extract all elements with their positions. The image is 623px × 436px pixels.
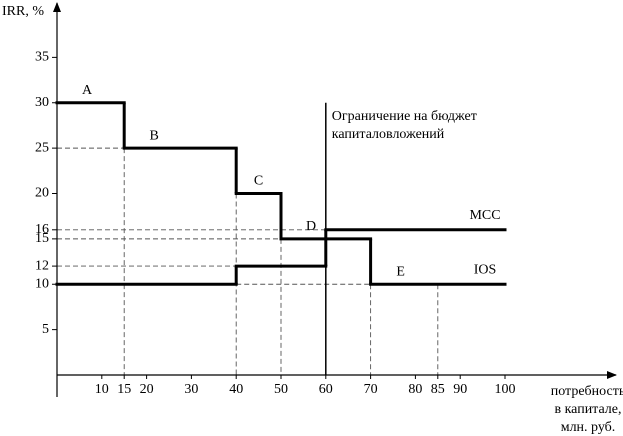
x-tick-label: 15 [117,382,131,397]
x-axis-label: в капитале, [554,402,621,417]
x-tick-label: 70 [364,382,378,397]
x-tick-label: 80 [408,382,422,397]
budget-label: Ограничение на бюджет [332,109,477,124]
series-label: IOS [474,262,497,277]
segment-label: E [396,264,405,279]
y-tick-label: 35 [35,50,49,65]
y-axis-label: IRR, % [2,4,44,19]
segment-label: B [150,128,159,143]
x-axis-label: млн. руб. [561,420,616,435]
budget-label: капиталовложений [332,127,445,142]
x-tick-label: 50 [274,382,288,397]
y-tick-label: 16 [35,222,49,237]
y-tick-label: 10 [35,276,49,291]
y-tick-label: 15 [35,231,49,246]
y-tick-label: 20 [35,186,49,201]
y-tick-label: 25 [35,140,49,155]
x-tick-label: 20 [140,382,154,397]
x-tick-label: 10 [95,382,109,397]
segment-label: A [82,83,93,98]
segment-label: C [254,174,263,189]
y-tick-label: 30 [35,95,49,110]
x-tick-label: 90 [453,382,467,397]
y-tick-label: 5 [42,322,49,337]
x-tick-label: 60 [319,382,333,397]
segment-label: D [306,219,316,234]
series-label: MCC [469,208,500,223]
x-axis-label: потребность [551,384,623,399]
x-tick-label: 85 [431,382,445,397]
y-tick-label: 12 [35,258,49,273]
x-tick-label: 40 [229,382,243,397]
x-tick-label: 100 [495,382,516,397]
x-tick-label: 30 [184,382,198,397]
